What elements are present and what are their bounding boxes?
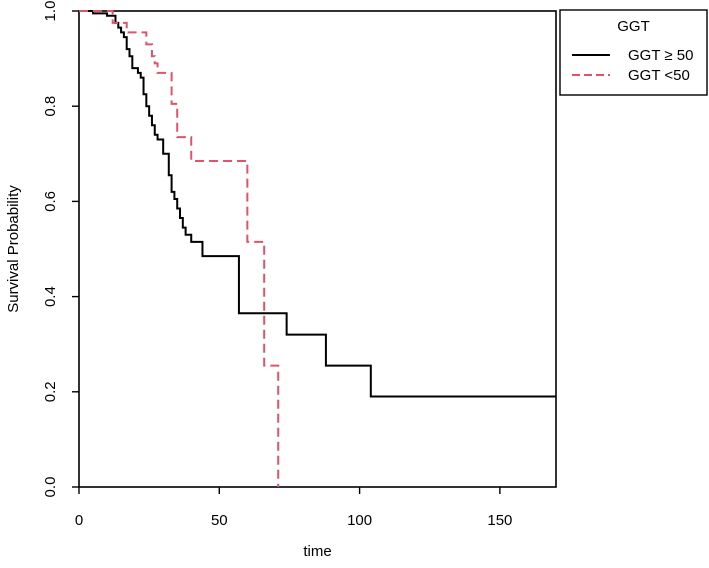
legend-title: GGT (617, 18, 650, 35)
legend-label: GGT <50 (628, 67, 690, 84)
x-axis-tick-label: 50 (211, 512, 228, 529)
y-axis-tick-label: 1.0 (42, 1, 59, 22)
legend: GGT GGT ≥ 50 GGT <50 (559, 9, 708, 96)
x-axis-title: time (303, 543, 331, 560)
series-line-ggt-lt-50 (79, 10, 280, 487)
y-axis-title: Survival Probability (5, 185, 22, 313)
plot-frame (78, 10, 557, 488)
x-axis-tick-label: 0 (75, 512, 83, 529)
y-axis-tick-label: 0.2 (42, 381, 59, 402)
legend-box (559, 9, 708, 96)
y-axis-tick-label: 0.4 (42, 286, 59, 307)
series-line-ggt-ge-50 (79, 10, 556, 398)
legend-label: GGT ≥ 50 (628, 47, 693, 64)
y-axis-tick-label: 0.0 (42, 477, 59, 498)
x-axis-tick-label: 150 (487, 512, 512, 529)
plot-area: 0 50 100 150 0.0 0.2 0.4 0.6 0.8 1.0 time Survival … (5, 1, 557, 560)
y-axis-tick-label: 0.6 (42, 191, 59, 212)
y-axis-tick-label: 0.8 (42, 96, 59, 117)
x-axis-tick-label: 100 (347, 512, 372, 529)
